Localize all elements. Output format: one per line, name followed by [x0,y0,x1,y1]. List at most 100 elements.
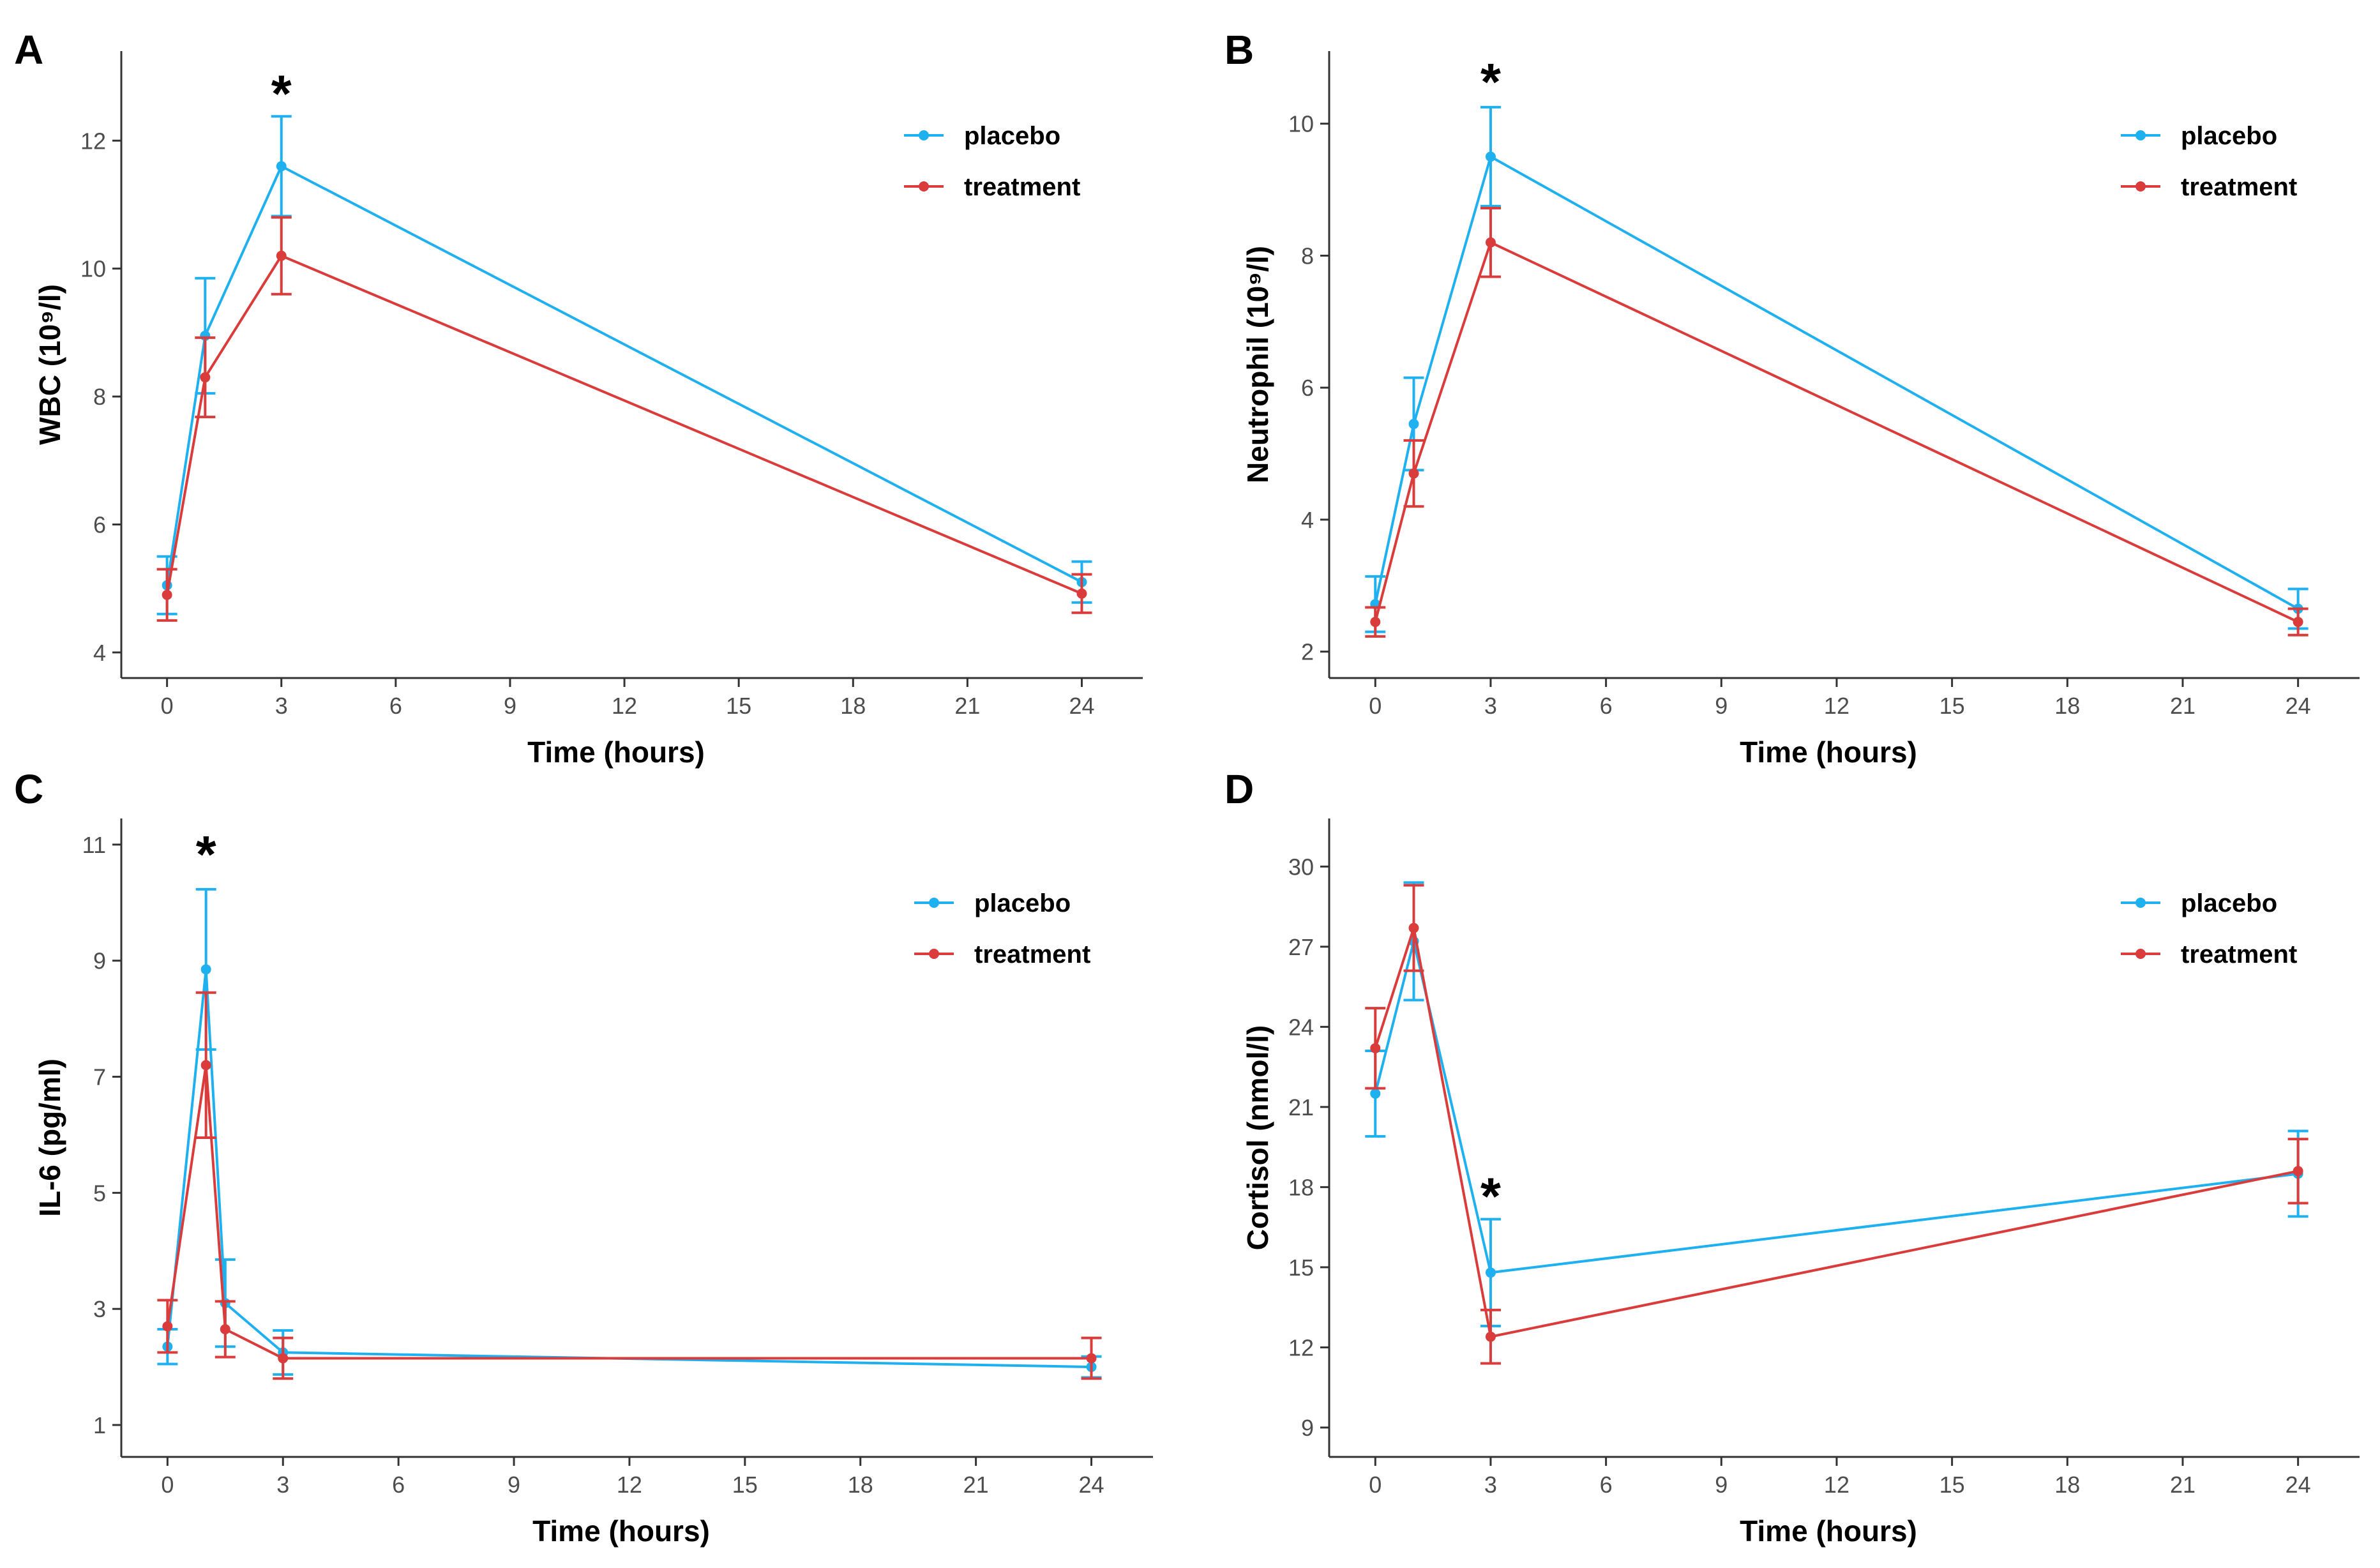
y-tick-label: 12 [80,128,106,154]
series-line-treatment [166,1065,1092,1360]
x-tick-label: 18 [840,693,866,719]
legend-key-point [919,130,929,140]
legend-key-point [919,181,929,192]
panel-letter: B [1224,27,1254,73]
legend-item-placebo: placebo [914,889,1071,917]
series-treatment [157,991,1102,1380]
data-point-placebo [276,161,287,172]
x-tick-label: 0 [161,1472,174,1498]
data-point-treatment [1485,1331,1496,1342]
y-tick-label: 15 [1288,1255,1314,1281]
x-tick-label: 0 [1369,693,1382,719]
series-line-placebo [1374,940,2298,1274]
x-tick-label: 15 [1939,693,1965,719]
legend-item-treatment: treatment [2121,940,2297,969]
legend-key-point [929,949,939,959]
x-tick-label: 9 [1715,693,1728,719]
legend-label: treatment [974,940,1090,969]
legend-label: placebo [974,889,1071,917]
data-point-treatment [276,250,287,261]
x-tick-label: 12 [1824,693,1849,719]
y-tick-label: 6 [1301,375,1314,401]
x-tick-label: 9 [1715,1472,1728,1498]
significance-star: * [1480,1168,1501,1226]
data-point-treatment [162,589,172,600]
series-line-treatment [1374,927,2299,1339]
y-tick-label: 10 [80,256,106,282]
x-tick-label: 24 [1078,1472,1104,1498]
data-point-treatment [1086,1353,1097,1364]
series-placebo [1365,105,2308,633]
data-point-treatment [1408,468,1419,479]
x-tick-label: 18 [848,1472,873,1498]
x-tick-label: 15 [1939,1472,1965,1498]
data-point-treatment [162,1321,173,1332]
x-tick-label: 12 [617,1472,642,1498]
x-tick-label: 6 [1600,693,1613,719]
x-tick-label: 0 [161,693,174,719]
legend-label: placebo [2181,122,2277,150]
legend-key-point [2135,130,2146,140]
y-tick-label: 11 [82,832,106,858]
data-point-placebo [1485,1267,1496,1278]
y-tick-label: 30 [1288,854,1314,880]
data-point-treatment [1370,617,1381,628]
x-tick-label: 18 [2054,693,2080,719]
series-line-placebo [166,969,1092,1369]
series-treatment [1365,207,2308,638]
panel-d: D 0 3 6 9 12 15 18 21 24 9 12 15 18 21 24 27 30 Time (hour… [1224,766,2360,1548]
y-tick-label: 8 [1301,243,1314,269]
x-axis-title: Time (hours) [532,1514,710,1548]
data-point-treatment [1076,588,1087,599]
x-tick-label: 6 [1600,1472,1613,1498]
x-tick-label: 18 [2054,1472,2080,1498]
x-tick-label: 21 [963,1472,989,1498]
y-tick-label: 1 [93,1412,106,1438]
data-point-placebo [200,964,211,975]
legend-key-point [2135,181,2146,192]
y-tick-label: 10 [1288,111,1314,137]
y-tick-label: 3 [93,1296,106,1322]
x-tick-label: 21 [954,693,980,719]
x-tick-label: 21 [2170,693,2195,719]
legend: placebo treatment [904,122,1080,201]
data-point-treatment [278,1353,289,1364]
legend-item-treatment: treatment [914,940,1090,969]
x-tick-label: 3 [1484,1472,1497,1498]
y-axis-title: Cortisol (nmol/l) [1241,1025,1274,1251]
data-point-placebo [1370,1088,1381,1099]
y-axis-title: IL-6 (pg/ml) [33,1059,66,1217]
y-tick-label: 4 [1301,507,1314,533]
x-tick-label: 12 [1824,1472,1849,1498]
y-tick-label: 6 [93,512,106,538]
legend: placebo treatment [914,889,1090,969]
data-point-treatment [2293,617,2303,628]
y-axis-title: Neutrophil (10⁹/l) [1241,246,1274,483]
legend-label: placebo [2181,889,2277,917]
legend-item-placebo: placebo [2121,889,2277,917]
series-placebo [1365,881,2308,1327]
x-tick-label: 3 [276,1472,289,1498]
series-line-placebo [165,164,1083,586]
y-tick-label: 7 [93,1064,106,1090]
panel-letter: D [1224,766,1254,812]
significance-star: * [1480,54,1501,112]
legend-item-treatment: treatment [2121,173,2297,201]
panel-c: C 0 3 6 9 12 15 18 21 24 1 3 5 7 9 11 Time (hours) IL-6 (… [14,766,1153,1548]
data-point-placebo [1408,419,1419,430]
legend-item-treatment: treatment [904,173,1080,201]
data-point-treatment [200,372,211,383]
x-tick-label: 12 [612,693,637,719]
legend-item-placebo: placebo [904,122,1060,150]
data-point-treatment [2293,1166,2303,1177]
x-axis-title: Time (hours) [1740,735,1917,769]
legend-key-point [929,898,939,908]
legend-key-point [2135,898,2146,908]
series-line-treatment [1374,241,2299,623]
x-axis-title: Time (hours) [527,735,705,769]
panel-a: A 0 3 6 9 12 15 18 21 24 4 6 8 10 12 Time (hours) WBC (1… [14,27,1143,769]
series-placebo [157,887,1102,1379]
x-tick-label: 9 [508,1472,520,1498]
legend-label: treatment [964,173,1080,201]
